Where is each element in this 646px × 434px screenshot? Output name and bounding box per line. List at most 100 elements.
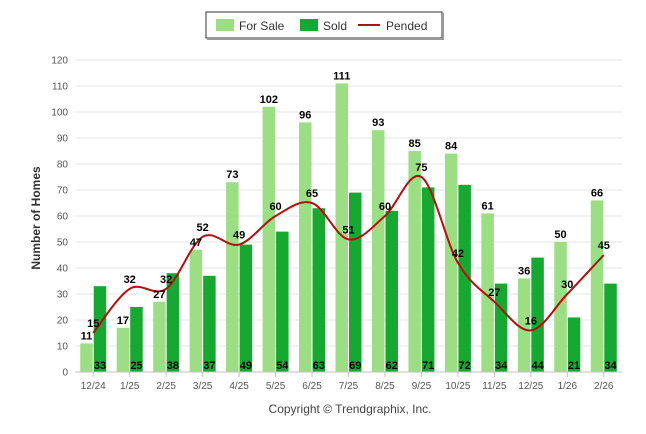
pended-value-label: 75: [415, 162, 427, 174]
bar-for-sale: [335, 83, 348, 373]
x-tick-label: 4/25: [229, 381, 249, 392]
x-tick-label: 2/25: [156, 381, 176, 392]
pended-value-label: 16: [525, 315, 537, 327]
pended-value-label: 42: [452, 248, 464, 260]
pended-value-label: 15: [87, 318, 99, 330]
pended-value-label: 60: [269, 201, 281, 213]
for-sale-value-label: 50: [554, 229, 566, 241]
for-sale-value-label: 36: [518, 265, 530, 277]
bar-for-sale: [590, 200, 604, 372]
bar-for-sale: [517, 278, 531, 372]
sold-value-label: 49: [240, 360, 252, 372]
bar-sold: [349, 192, 362, 372]
sold-value-label: 63: [313, 360, 325, 372]
for-sale-value-label: 85: [409, 138, 421, 150]
y-tick-label: 10: [57, 342, 69, 353]
bar-for-sale: [444, 153, 458, 372]
bar-sold: [130, 307, 143, 372]
pended-line: [92, 174, 605, 334]
x-tick-label: 6/25: [302, 381, 322, 392]
y-tick-label: 70: [57, 186, 69, 197]
bar-for-sale: [153, 301, 166, 372]
y-tick-label: 0: [62, 368, 68, 379]
for-sale-value-label: 96: [299, 109, 311, 121]
bar-for-sale: [554, 242, 567, 372]
sold-value-label: 21: [568, 360, 580, 372]
pended-value-label: 49: [233, 230, 245, 242]
bar-sold: [276, 231, 289, 372]
bar-sold: [239, 244, 253, 372]
bar-sold: [604, 283, 617, 372]
legend-box: [205, 11, 443, 39]
y-axis-title: Number of Homes: [29, 166, 43, 270]
for-sale-value-label: 61: [481, 200, 493, 212]
y-tick-label: 80: [57, 160, 69, 171]
for-sale-value-label: 111: [333, 70, 350, 82]
x-tick-label: 10/25: [445, 381, 470, 392]
pended-value-label: 32: [160, 274, 172, 286]
x-tick-label: 7/25: [339, 381, 359, 392]
x-tick-label: 12/25: [518, 381, 543, 392]
grid-layer: [75, 59, 622, 347]
pended-value-label: 32: [124, 274, 136, 286]
y-tick-label: 90: [57, 134, 69, 145]
x-tick-label: 1/26: [558, 381, 578, 392]
legend-label: Pended: [386, 19, 427, 33]
for-sale-value-label: 84: [445, 141, 458, 153]
legend-shadow: [207, 38, 443, 40]
sold-value-label: 33: [94, 360, 106, 372]
sold-value-label: 62: [386, 360, 398, 372]
legend-swatch: [216, 19, 234, 31]
labels-layer: 11 33 17 25 27 38 47 37 73 49 102 54 96 63 111 69 93 62 85…: [81, 70, 618, 372]
bar-sold: [385, 210, 398, 372]
y-tick-label: 110: [52, 82, 68, 93]
for-sale-value-label: 11: [81, 330, 93, 342]
pended-value-label: 27: [488, 287, 500, 299]
sold-value-label: 71: [422, 360, 434, 372]
x-tick-label: 2/26: [594, 381, 614, 392]
x-tick-label: 11/25: [482, 381, 507, 392]
y-tick-label: 60: [57, 212, 69, 223]
x-tick-label: 8/25: [375, 381, 395, 392]
bar-sold: [166, 273, 180, 372]
x-tick-label: 3/25: [193, 381, 213, 392]
sold-value-label: 34: [604, 360, 617, 372]
for-sale-value-label: 93: [372, 117, 384, 129]
y-tick-label: 40: [57, 264, 69, 275]
bar-for-sale: [226, 182, 239, 372]
x-tick-label: 5/25: [266, 381, 286, 392]
bar-for-sale: [299, 122, 312, 373]
for-sale-value-label: 102: [260, 94, 278, 106]
bar-sold: [531, 257, 544, 372]
legend-label: For Sale: [239, 19, 285, 33]
x-tick-label: 9/25: [412, 381, 432, 392]
bar-sold: [312, 208, 326, 372]
legend: For Sale Sold Pended: [205, 11, 444, 40]
bar-for-sale: [371, 130, 385, 372]
bar-for-sale: [262, 106, 276, 373]
for-sale-value-label: 73: [226, 169, 238, 181]
sold-value-label: 72: [459, 360, 471, 372]
pended-value-label: 60: [379, 201, 391, 213]
sold-value-label: 38: [167, 360, 179, 372]
sold-value-label: 37: [203, 360, 215, 372]
y-tick-label: 50: [57, 238, 69, 249]
y-tick-label: 100: [51, 108, 68, 119]
pended-value-label: 52: [197, 222, 209, 234]
pended-value-label: 45: [598, 240, 610, 252]
x-tick-label: 1/25: [120, 381, 140, 392]
bar-for-sale: [116, 327, 130, 372]
legend-shadow: [442, 13, 444, 40]
bar-for-sale: [481, 213, 494, 372]
pended-value-label: 65: [306, 188, 318, 200]
x-tick-label: 12/24: [81, 381, 106, 392]
bar-sold: [93, 286, 107, 372]
for-sale-value-label: 27: [153, 289, 165, 301]
y-tick-label: 20: [57, 316, 69, 327]
sold-value-label: 44: [531, 360, 544, 372]
axis-layer: 0 10 20 30 40 50 60 70 80 90 100 110 120 12/24 1/25 2/2…: [51, 56, 622, 392]
for-sale-value-label: 66: [591, 187, 603, 199]
sold-value-label: 54: [276, 360, 289, 372]
